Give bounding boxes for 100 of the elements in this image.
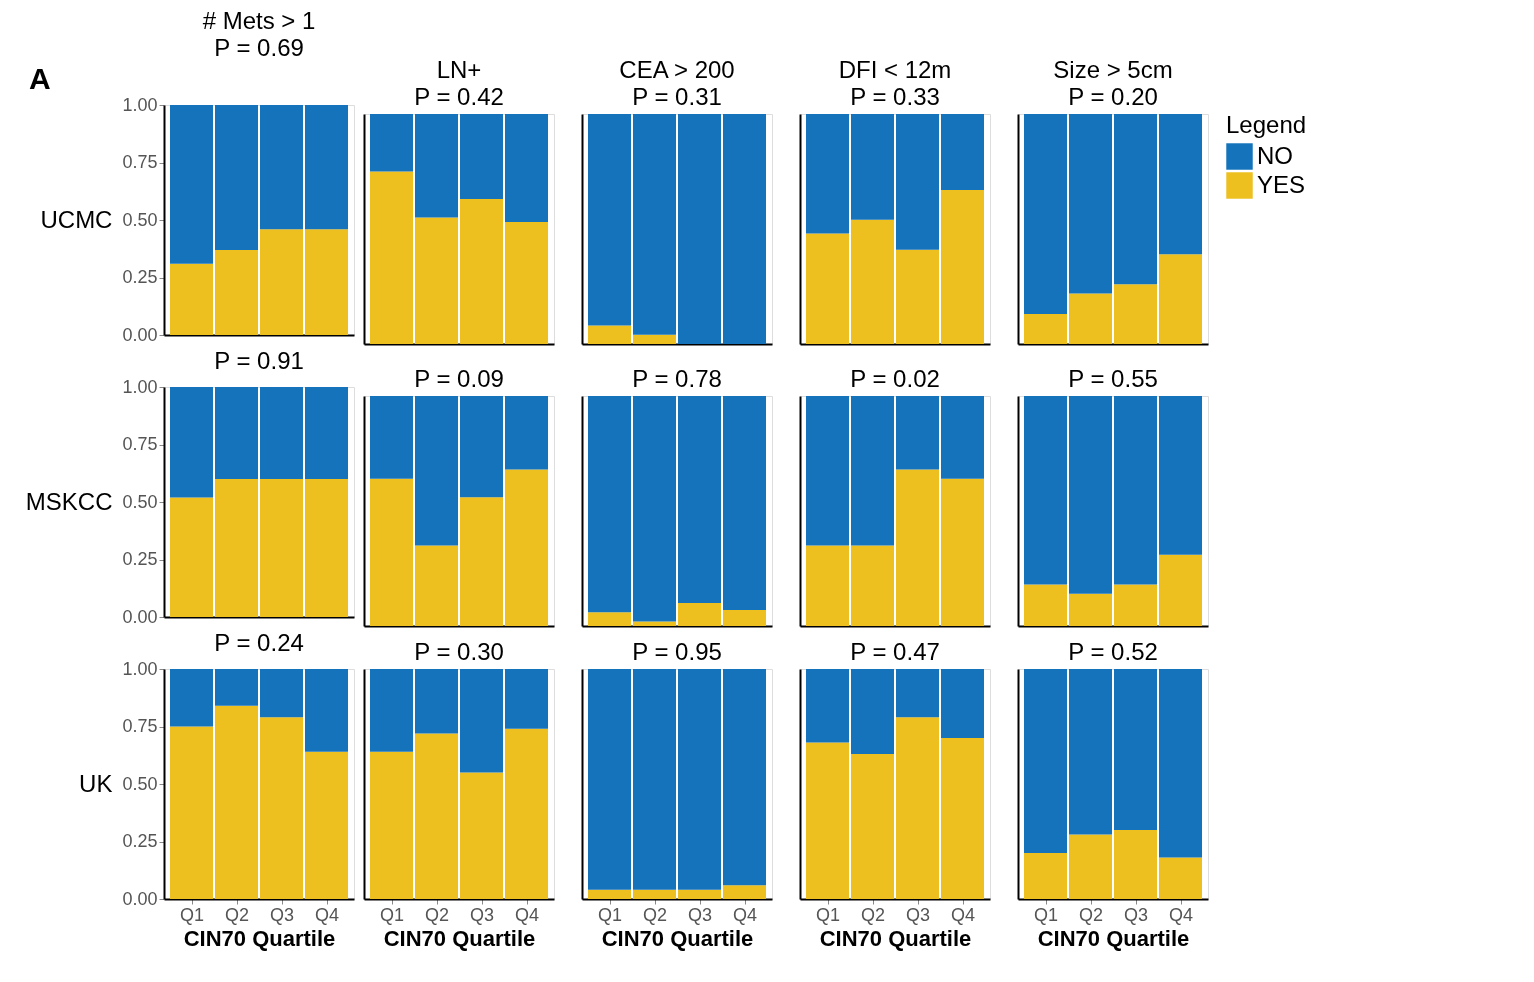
bar (941, 114, 984, 190)
chart-subtitle: P = 0.69 (214, 34, 304, 61)
bar (305, 751, 348, 899)
x-tick-label: Q2 (642, 904, 668, 925)
bar (415, 217, 458, 344)
bar (1069, 669, 1112, 835)
bar (460, 114, 503, 200)
bar (1159, 857, 1202, 899)
x-tick-label: Q1 (1033, 904, 1059, 925)
chart-subtitle: P = 0.31 (632, 83, 722, 110)
bar (1114, 396, 1157, 585)
bar (215, 387, 258, 479)
bar (505, 114, 548, 223)
bar (370, 751, 413, 899)
bar (896, 717, 939, 899)
chart-subtitle: P = 0.55 (1068, 365, 1158, 392)
bar (1069, 593, 1112, 626)
bar (415, 669, 458, 734)
x-axis-title: CIN70 Quartile (819, 925, 972, 951)
bar (505, 728, 548, 899)
x-tick-label: Q3 (687, 904, 713, 925)
y-tick-label: 1.00 (122, 94, 158, 115)
chart-subtitle: P = 0.20 (1068, 83, 1158, 110)
bar (1159, 396, 1202, 555)
bar (851, 114, 894, 220)
legend-label: YES (1257, 170, 1306, 198)
chart-subtitle: P = 0.33 (850, 83, 940, 110)
x-tick-label: Q2 (424, 904, 450, 925)
bar (1024, 584, 1067, 626)
y-tick-label: 0.50 (122, 491, 158, 512)
x-axis-title: CIN70 Quartile (601, 925, 754, 951)
bar (370, 171, 413, 344)
bar (505, 396, 548, 470)
y-tick-label: 0.00 (122, 324, 158, 345)
bar (941, 738, 984, 899)
bar (806, 396, 849, 546)
bar (215, 479, 258, 617)
bar (370, 669, 413, 752)
bar (1069, 114, 1112, 294)
bar (170, 497, 213, 617)
bar (941, 396, 984, 479)
bar (215, 669, 258, 706)
chart-title: DFI < 12m (838, 56, 952, 83)
chart-subtitle: P = 0.47 (850, 638, 940, 665)
bar (305, 229, 348, 335)
bar (505, 469, 548, 626)
bar (370, 478, 413, 626)
bar (1069, 293, 1112, 344)
y-axis-title: UK (79, 769, 113, 797)
chart-subtitle: P = 0.95 (632, 638, 722, 665)
bar (896, 469, 939, 626)
bar (305, 669, 348, 752)
bar (851, 219, 894, 344)
bar (370, 114, 413, 172)
chart-subtitle: P = 0.42 (414, 83, 504, 110)
y-tick-label: 0.25 (122, 549, 158, 569)
bar (260, 669, 303, 718)
bar (633, 621, 676, 626)
x-tick-label: Q4 (314, 904, 340, 925)
bar (260, 479, 303, 617)
bar (215, 705, 258, 899)
x-tick-label: Q4 (950, 904, 976, 925)
bar (1159, 554, 1202, 626)
x-tick-label: Q1 (815, 904, 841, 925)
bar (806, 233, 849, 344)
bar (896, 396, 939, 470)
legend-title: Legend (1226, 111, 1307, 138)
bar (460, 772, 503, 899)
bar (1024, 314, 1067, 344)
y-tick-label: 1.00 (122, 376, 158, 397)
x-tick-label: Q2 (224, 904, 250, 925)
bar (1114, 584, 1157, 626)
bar (723, 609, 766, 626)
bar (851, 754, 894, 899)
bar (1114, 830, 1157, 899)
bar (260, 717, 303, 899)
x-tick-label: Q1 (179, 904, 205, 925)
bar (1024, 853, 1067, 899)
bar (215, 105, 258, 250)
chart-title: CEA > 200 (619, 56, 735, 83)
bar (170, 726, 213, 899)
x-tick-label: Q3 (1123, 904, 1149, 925)
bar (505, 669, 548, 729)
bar (415, 545, 458, 626)
bar (1024, 114, 1067, 315)
x-axis-title: CIN70 Quartile (1037, 925, 1190, 951)
chart-subtitle: P = 0.91 (214, 347, 304, 374)
chart-subtitle: P = 0.09 (414, 365, 504, 392)
bar (678, 396, 721, 603)
bar (460, 199, 503, 344)
y-axis-title: UCMC (40, 205, 113, 233)
y-tick-label: 0.75 (122, 434, 158, 454)
chart-title: LN+ (436, 56, 482, 83)
bar (215, 249, 258, 335)
bar (633, 396, 676, 622)
y-tick-label: 0.50 (122, 209, 158, 230)
y-tick-label: 0.25 (122, 267, 158, 287)
x-tick-label: Q4 (732, 904, 758, 925)
legend-label: NO (1257, 141, 1293, 169)
bar (588, 612, 631, 626)
